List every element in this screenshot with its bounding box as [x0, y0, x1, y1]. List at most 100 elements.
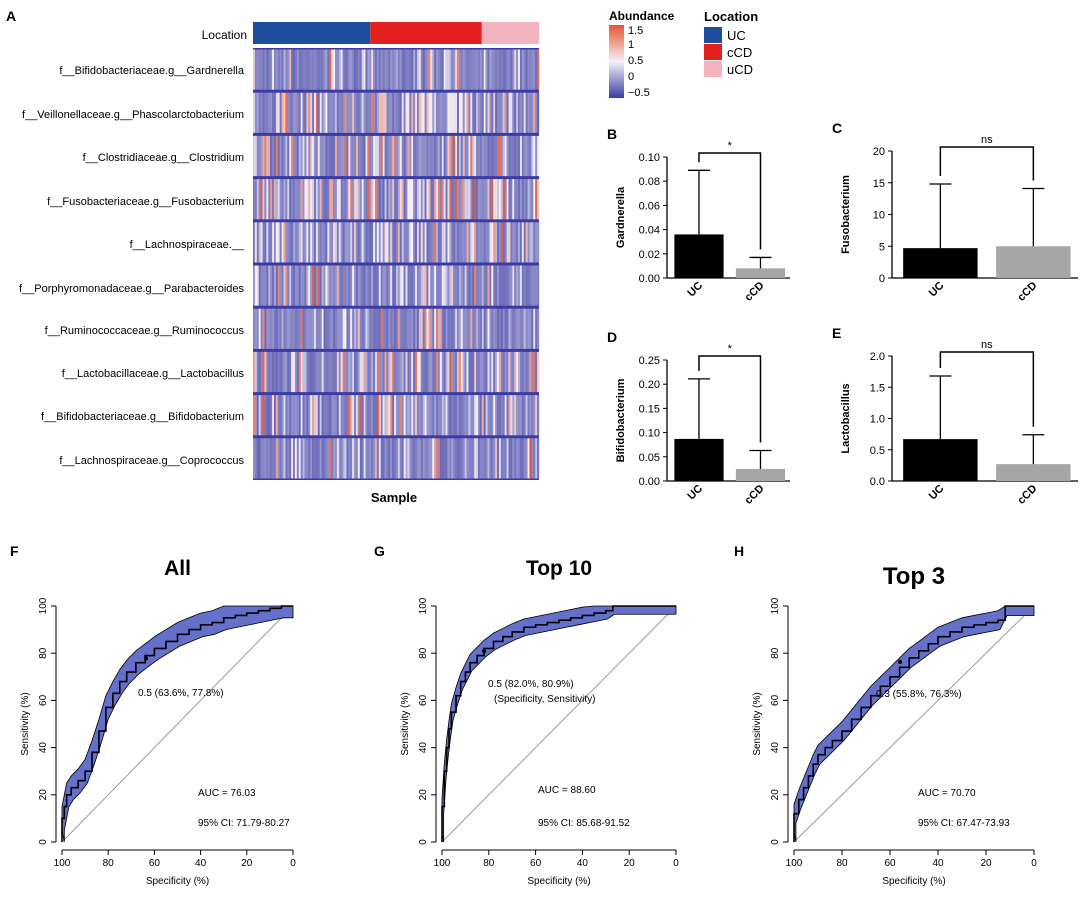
heatmap-cell: [497, 92, 500, 133]
heatmap-cell: [323, 49, 326, 90]
heatmap-cell: [382, 135, 385, 177]
x-tick-label: cCD: [1015, 280, 1039, 304]
heatmap-cell: [397, 265, 401, 306]
heatmap-cell: [489, 308, 492, 349]
heatmap-cell: [365, 395, 368, 436]
heatmap-cell: [464, 222, 467, 263]
heatmap-cell: [491, 395, 494, 436]
heatmap-cell: [285, 265, 288, 306]
heatmap-cell: [396, 351, 399, 393]
auc-label: AUC = 88.60: [538, 785, 596, 796]
heatmap-cell: [468, 265, 471, 306]
heatmap-cell: [371, 49, 374, 90]
heatmap-cell: [413, 351, 416, 393]
heatmap-cell: [476, 222, 479, 263]
heatmap-cell: [253, 92, 256, 133]
heatmap-cell: [359, 179, 362, 220]
heatmap-cell: [495, 92, 498, 133]
heatmap-cell: [382, 308, 385, 349]
heatmap-cell: [533, 135, 536, 177]
heatmap-cell: [508, 222, 511, 263]
heatmap-cell: [487, 92, 490, 133]
heatmap-cell: [477, 179, 481, 220]
heatmap-cell: [315, 395, 319, 436]
heatmap-cell: [293, 92, 296, 133]
heatmap-cell: [449, 351, 452, 393]
heatmap-cell: [483, 179, 486, 220]
heatmap-cell: [466, 92, 469, 133]
heatmap-cell: [527, 308, 530, 349]
heatmap-cell: [317, 49, 320, 90]
heatmap-cell: [483, 222, 486, 263]
heatmap-cell: [498, 222, 502, 263]
heatmap-cell: [447, 92, 450, 133]
heatmap-cell: [333, 92, 336, 133]
heatmap-cell: [336, 222, 340, 263]
heatmap-cells: [253, 48, 540, 480]
heatmap-cell: [323, 438, 326, 479]
heatmap-cell: [451, 135, 454, 177]
heatmap-cell: [462, 135, 465, 177]
heatmap-cell: [378, 179, 381, 220]
heatmap-cell: [375, 222, 378, 263]
heatmap-cell: [352, 438, 355, 479]
heatmap-cell: [308, 308, 311, 349]
heatmap-cell: [262, 265, 265, 306]
heatmap-cell: [415, 265, 418, 306]
heatmap-cell: [273, 265, 277, 306]
heatmap-cell: [533, 222, 536, 263]
significance-label: ns: [981, 134, 993, 146]
heatmap-cell: [485, 49, 488, 90]
heatmap-cell: [331, 135, 334, 177]
heatmap-cell: [378, 135, 381, 177]
heatmap-cell: [325, 265, 328, 306]
heatmap-cell: [279, 222, 282, 263]
heatmap-cell: [502, 222, 505, 263]
heatmap-cell: [270, 179, 273, 220]
heatmap-cell: [416, 265, 420, 306]
heatmap-cell: [535, 49, 538, 90]
heatmap-cell: [300, 351, 303, 393]
row-label: f__Lactobacillaceae.g__Lactobacillus: [62, 368, 245, 380]
heatmap-cell: [485, 438, 488, 479]
heatmap-cell: [430, 438, 433, 479]
heatmap-cell: [302, 222, 305, 263]
heatmap-cell: [281, 308, 284, 349]
heatmap-cell: [439, 49, 443, 90]
heatmap-cell: [327, 135, 330, 177]
heatmap-cell: [304, 179, 307, 220]
heatmap-cell: [493, 438, 496, 479]
x-tick-label: 0: [290, 858, 296, 869]
heatmap-cell: [396, 265, 399, 306]
heatmap-cell: [258, 265, 261, 306]
heatmap-cell: [275, 308, 279, 349]
heatmap-cell: [489, 351, 492, 393]
y-tick-label: 0.0: [870, 476, 885, 488]
heatmap-cell: [436, 438, 439, 479]
x-tick-label: cCD: [743, 280, 767, 304]
heatmap-cell: [506, 351, 509, 393]
heatmap-cell: [518, 438, 521, 479]
heatmap-cell: [388, 49, 391, 90]
heatmap-cell: [510, 351, 513, 393]
heatmap-cell: [289, 308, 292, 349]
heatmap-cell: [430, 92, 433, 133]
y-tick-label: 0.10: [639, 428, 660, 440]
heatmap-cell: [516, 265, 519, 306]
heatmap-cell: [294, 179, 298, 220]
heatmap-cell: [298, 265, 301, 306]
heatmap-cell: [291, 395, 294, 436]
heatmap-cell: [493, 351, 496, 393]
heatmap-cell: [432, 179, 435, 220]
heatmap-cell: [498, 49, 502, 90]
heatmap-cell: [506, 308, 509, 349]
heatmap-cell: [403, 438, 406, 479]
panel-letter-b: B: [607, 126, 617, 142]
heatmap-cell: [508, 438, 511, 479]
heatmap-cell: [479, 222, 483, 263]
heatmap-cell: [390, 179, 393, 220]
heatmap-cell: [443, 135, 446, 177]
heatmap-cell: [281, 222, 284, 263]
heatmap-cell: [336, 351, 340, 393]
